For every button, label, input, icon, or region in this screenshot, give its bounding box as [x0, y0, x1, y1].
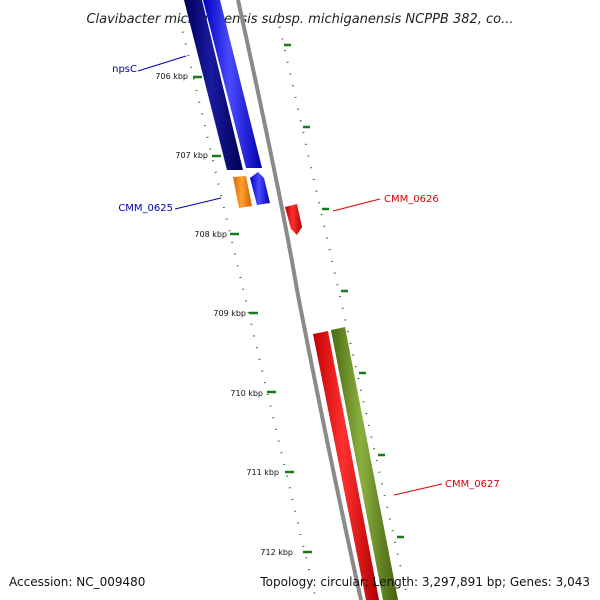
- npsC-feature-blue[interactable]: [203, 0, 262, 168]
- CMM_0627-feature-red[interactable]: [313, 331, 379, 600]
- gene-leader-lines: [137, 55, 443, 496]
- inner-ruler-track: [179, 19, 317, 600]
- gene-npsC[interactable]: [184, 0, 262, 170]
- accession-text: Accession: NC_009480: [9, 575, 145, 589]
- tick-label-708: 708 kbp: [194, 230, 227, 239]
- npsC-feature-dark[interactable]: [184, 0, 243, 170]
- CMM_0627-leader: [393, 483, 443, 496]
- CMM_0625-leader: [174, 197, 222, 210]
- tick-label-709: 709 kbp: [213, 309, 246, 318]
- tick-label-710: 710 kbp: [230, 389, 263, 398]
- map-title: Clavibacter michiganensis subsp. michiga…: [86, 12, 513, 27]
- CMM_0626-feature[interactable]: [285, 204, 302, 235]
- CMM_0625-feature-orange[interactable]: [233, 176, 252, 208]
- outer-ruler-major-ticks: [284, 43, 404, 539]
- gene-CMM_0625[interactable]: [233, 172, 270, 208]
- gene-CMM_0627[interactable]: [313, 327, 398, 600]
- tick-label-706: 706 kbp: [155, 72, 188, 81]
- CMM_0626-leader: [332, 198, 381, 212]
- tick-label-707: 707 kbp: [175, 151, 208, 160]
- CMM_0627-feature-olive[interactable]: [331, 327, 398, 600]
- tick-label-711: 711 kbp: [246, 468, 279, 477]
- tick-label-712: 712 kbp: [260, 548, 293, 557]
- npsC-label[interactable]: npsC: [112, 64, 137, 75]
- ruler-labels: 706 kbp 707 kbp 708 kbp 709 kbp 710 kbp …: [155, 72, 293, 557]
- genome-backbone: [236, 0, 363, 600]
- CMM_0627-label[interactable]: CMM_0627: [445, 479, 500, 490]
- CMM_0625-feature-blue-arrow[interactable]: [250, 172, 270, 205]
- genome-summary-text: Topology: circular; Length: 3,297,891 bp…: [259, 575, 590, 589]
- npsC-leader: [137, 55, 187, 72]
- ruler-major-ticks: [193, 75, 312, 554]
- CMM_0626-label[interactable]: CMM_0626: [384, 194, 439, 205]
- CMM_0625-label[interactable]: CMM_0625: [118, 203, 173, 214]
- gene-CMM_0626[interactable]: [285, 204, 302, 235]
